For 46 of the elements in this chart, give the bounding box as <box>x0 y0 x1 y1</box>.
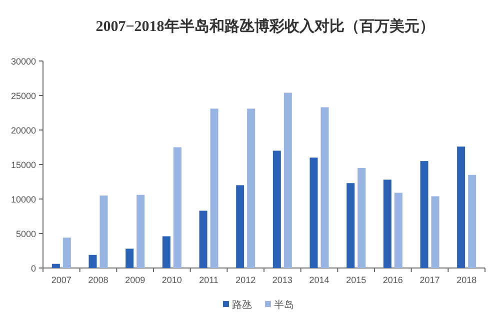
bar <box>247 108 256 268</box>
bar <box>284 92 292 268</box>
bar <box>100 196 108 268</box>
x-tick-label: 2016 <box>382 275 403 285</box>
bar <box>346 183 355 268</box>
bar <box>420 161 428 268</box>
x-tick-label: 2013 <box>272 275 292 285</box>
bar <box>162 236 170 268</box>
x-tick-label: 2008 <box>88 275 108 285</box>
bar <box>173 147 182 268</box>
bar <box>126 248 134 268</box>
bar <box>88 254 97 268</box>
bar <box>199 210 208 268</box>
bar <box>431 196 440 268</box>
x-tick-label: 2018 <box>456 275 477 285</box>
y-tick-label: 5000 <box>16 229 36 239</box>
y-tick-label: 0 <box>30 264 36 274</box>
bar <box>320 107 329 268</box>
bar <box>236 185 244 268</box>
legend-label: 半岛 <box>274 299 294 311</box>
bar <box>272 150 281 268</box>
x-tick-label: 2010 <box>162 275 182 285</box>
x-tick-label: 2017 <box>420 275 440 285</box>
legend-label: 路氹 <box>232 299 252 311</box>
x-tick-label: 2007 <box>51 275 72 285</box>
y-tick-label: 10000 <box>10 194 36 204</box>
x-tick-label: 2009 <box>125 275 146 285</box>
y-tick-label: 15000 <box>10 160 36 170</box>
y-tick-label: 20000 <box>10 126 36 136</box>
x-tick-label: 2011 <box>199 275 218 285</box>
bar <box>394 192 402 268</box>
bar <box>383 180 392 268</box>
bar <box>210 108 218 268</box>
x-tick-label: 2015 <box>346 275 366 285</box>
bar <box>358 168 366 268</box>
bar <box>468 174 476 268</box>
bar <box>457 146 466 268</box>
y-tick-label: 25000 <box>10 91 36 101</box>
chart-title: 2007−2018年半岛和路氹博彩收入对比（百万美元） <box>96 17 434 35</box>
x-tick-label: 2014 <box>309 275 330 285</box>
bar <box>52 264 60 268</box>
x-tick-label: 2012 <box>236 275 256 285</box>
bar <box>62 238 71 268</box>
y-tick-label: 30000 <box>10 56 36 66</box>
bar <box>310 158 318 268</box>
bar <box>136 194 145 268</box>
